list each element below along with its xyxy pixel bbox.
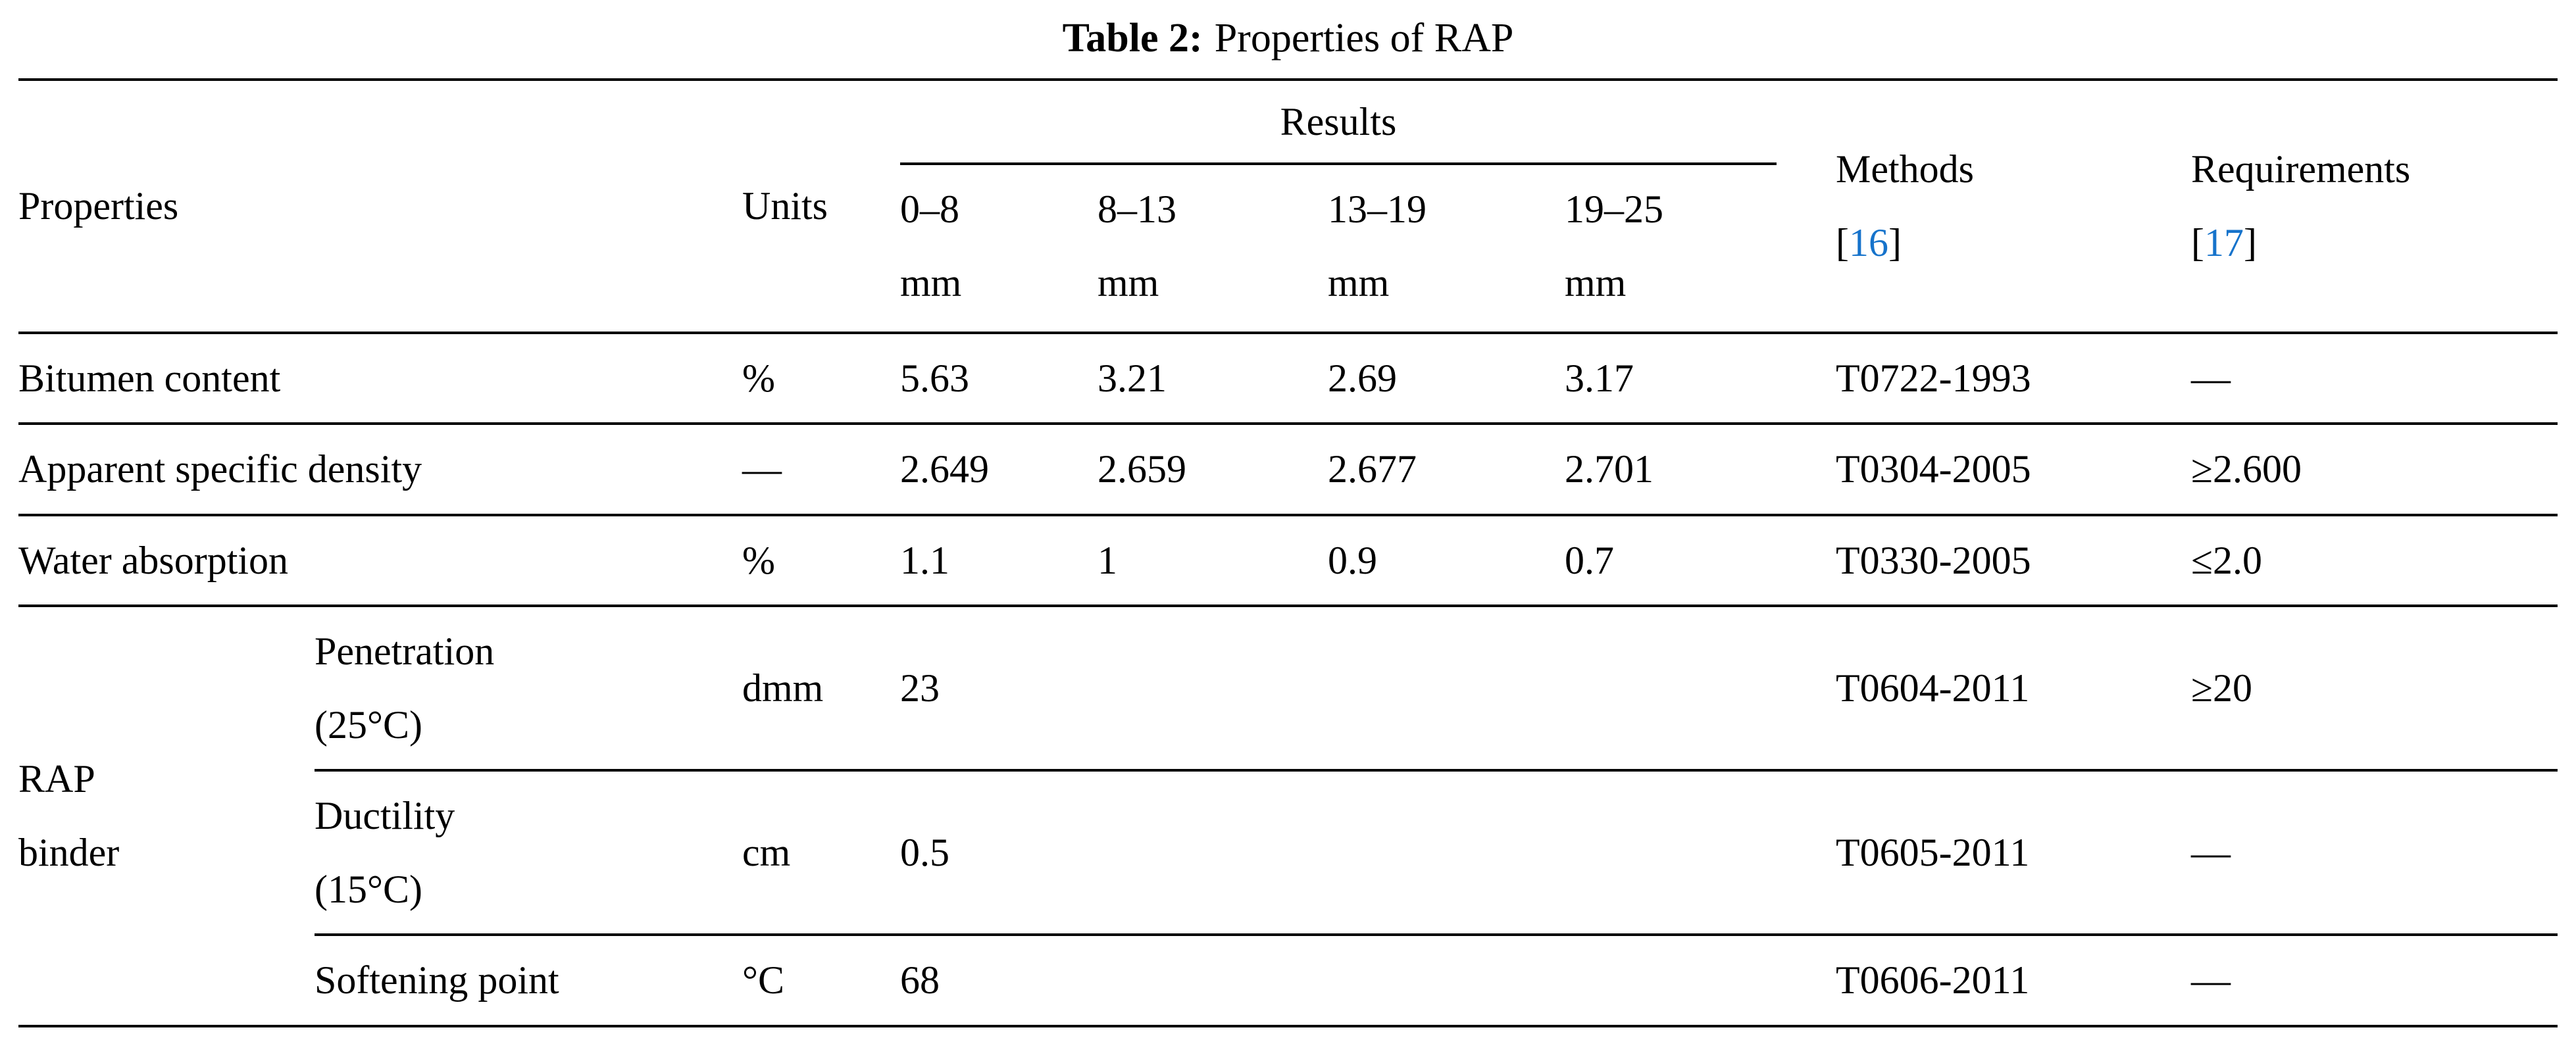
cell-method: T0304-2005 (1836, 424, 2192, 516)
table-row-softening-point: Softening point °C 68 T0606-2011 — (18, 935, 2558, 1025)
cell-result-13-19: 2.677 (1328, 424, 1565, 516)
cell-method: T0330-2005 (1836, 514, 2192, 607)
cell-requirement: — (2191, 958, 2231, 1002)
cell-property: Apparent specific density (18, 424, 742, 516)
cell-units: cm (742, 770, 900, 937)
cell-property: Bitumen content (18, 333, 742, 426)
table-row-apparent-specific-density: Apparent specific density — 2.649 2.659 … (18, 424, 2558, 516)
range-label: 8–13 (1098, 187, 1176, 231)
cell-method: T0605-2011 (1836, 770, 2192, 937)
col-header-results: Results (900, 80, 1836, 165)
col-header-range-13-19: 13–19 mm (1328, 164, 1565, 335)
property-line: (25°C) (315, 703, 422, 747)
cell-units: % (742, 514, 900, 607)
results-label: Results (1280, 99, 1397, 143)
cell-units: — (742, 424, 900, 516)
table-caption-text: Properties of RAP (1214, 16, 1514, 61)
cell-property: Softening point (315, 935, 742, 1025)
property-line: Softening point (315, 958, 559, 1002)
table-figure: Table 2: Properties of RAP Properties Uni… (18, 12, 2558, 1027)
range-label: 13–19 (1328, 187, 1427, 231)
bracket-open: [ (2191, 221, 2204, 265)
bracket-close: ] (2244, 221, 2257, 265)
col-header-requirements: Requirements [17] (2191, 79, 2558, 335)
table-row-penetration: RAP binder Penetration (25°C) dmm 23 T06… (18, 605, 2558, 1027)
citation-link-17[interactable]: 17 (2204, 221, 2244, 265)
cell-result-8-13: 2.659 (1098, 424, 1328, 516)
group-label: RAP binder (18, 757, 120, 875)
table-row-ductility: Ductility (15°C) cm 0.5 T0605-2011 — (18, 770, 2558, 937)
cell-result-13-19: 2.69 (1328, 333, 1565, 426)
range-unit: mm (1328, 260, 1390, 305)
cell-property: Water absorption (18, 514, 742, 607)
cell-property: Ductility (15°C) (315, 770, 742, 937)
cell-result: 0.5 (900, 770, 1836, 937)
table-row-water-absorption: Water absorption % 1.1 1 0.9 0.7 T0330-2… (18, 514, 2558, 607)
cell-requirement: ≥20 (2191, 605, 2558, 772)
bracket-open: [ (1836, 221, 1849, 265)
col-header-range-0-8: 0–8 mm (900, 164, 1098, 335)
cell-result-19-25: 0.7 (1565, 514, 1836, 607)
cell-result-19-25: 2.701 (1565, 424, 1836, 516)
cell-property: Penetration (25°C) (315, 605, 742, 772)
cell-requirement: — (2191, 333, 2558, 426)
table-row-bitumen-content: Bitumen content % 5.63 3.21 2.69 3.17 T0… (18, 333, 2558, 426)
citation-link-16[interactable]: 16 (1849, 221, 1888, 265)
col-header-range-8-13: 8–13 mm (1098, 164, 1328, 335)
range-label: 0–8 (900, 187, 959, 231)
cell-result-8-13: 3.21 (1098, 333, 1328, 426)
cell-method: T0606-2011 (1836, 958, 2030, 1002)
cell-result-0-8: 1.1 (900, 514, 1098, 607)
cell-units: °C (742, 958, 785, 1002)
cell-group-rap-binder: RAP binder (18, 605, 315, 1027)
col-header-units: Units (742, 79, 900, 335)
range-unit: mm (1565, 260, 1627, 305)
cell-units: % (742, 333, 900, 426)
cell-requirement: ≤2.0 (2191, 514, 2558, 607)
cell-requirement: — (2191, 770, 2558, 937)
cell-result-0-8: 2.649 (900, 424, 1098, 516)
property-line: Ductility (315, 794, 455, 838)
header-row-sub: 0–8 mm 8–13 mm 13–19 mm 19–25 mm (18, 164, 2558, 335)
requirements-label: Requirements (2191, 147, 2411, 191)
table-caption-label: Table 2: (1062, 16, 1203, 61)
header-row-top: Properties Units Results Methods [16] Re… (18, 79, 2558, 335)
table-caption: Table 2: Properties of RAP (18, 12, 2558, 65)
requirements-citation: [17] (2191, 206, 2542, 280)
cell-method: T0604-2011 (1836, 605, 2192, 772)
cell-units: dmm (742, 605, 900, 772)
cell-result-19-25: 3.17 (1565, 333, 1836, 426)
results-spanner-rule: Results (900, 85, 1777, 165)
range-label: 19–25 (1565, 187, 1663, 231)
col-header-properties: Properties (18, 79, 742, 335)
range-unit: mm (900, 260, 962, 305)
col-header-range-19-25: 19–25 mm (1565, 164, 1836, 335)
methods-citation: [16] (1836, 206, 2175, 280)
property-line: Penetration (315, 629, 495, 673)
methods-label: Methods (1836, 147, 1975, 191)
property-line: (15°C) (315, 868, 422, 912)
range-unit: mm (1098, 260, 1159, 305)
cell-result: 23 (900, 605, 1836, 772)
properties-table: Properties Units Results Methods [16] Re… (18, 78, 2558, 1027)
bracket-close: ] (1888, 221, 1902, 265)
cell-result-13-19: 0.9 (1328, 514, 1565, 607)
cell-result: 68 (900, 958, 940, 1002)
cell-result-8-13: 1 (1098, 514, 1328, 607)
col-header-methods: Methods [16] (1836, 79, 2192, 335)
cell-result-0-8: 5.63 (900, 333, 1098, 426)
cell-method: T0722-1993 (1836, 333, 2192, 426)
cell-requirement: ≥2.600 (2191, 424, 2558, 516)
